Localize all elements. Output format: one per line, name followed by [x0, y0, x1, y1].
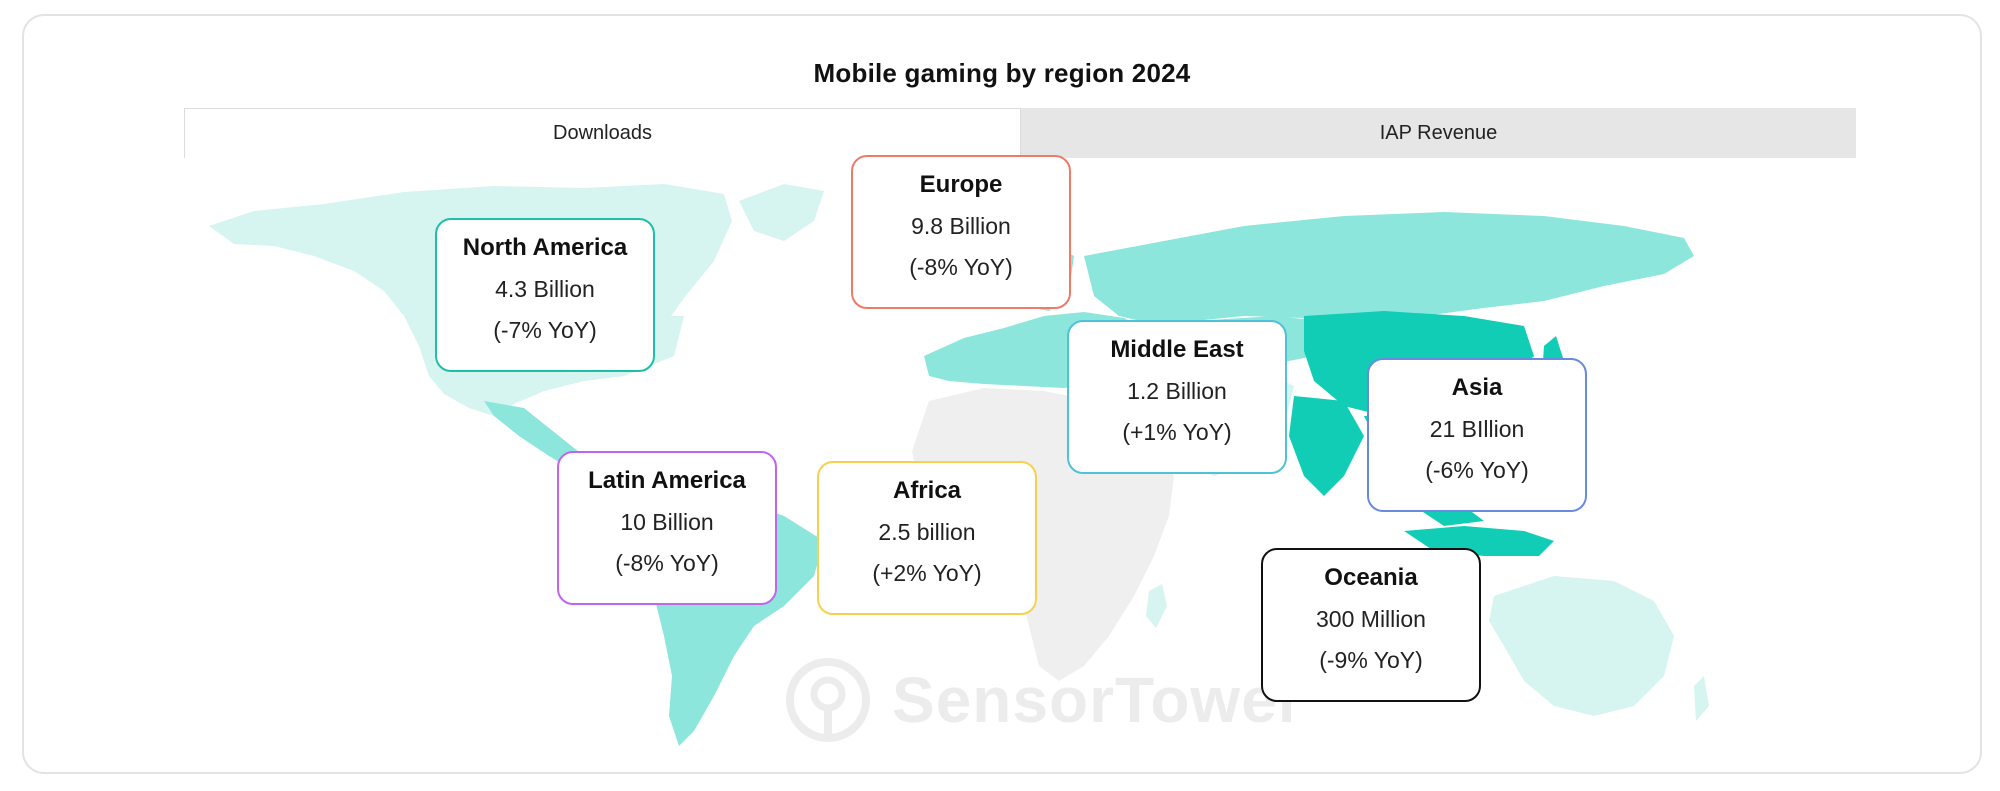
region-value: 1.2 Billion [1127, 378, 1227, 404]
map-australia [1489, 576, 1674, 716]
region-value: 4.3 Billion [495, 276, 595, 302]
region-value: 21 BIllion [1429, 416, 1525, 442]
region-value: 10 Billion [620, 509, 714, 535]
region-name: Asia [1451, 374, 1503, 401]
region-box-oceania[interactable]: Oceania 300 Million (-9% YoY) [1261, 548, 1481, 702]
region-value: 9.8 Billion [911, 213, 1011, 239]
region-box-north-america[interactable]: North America 4.3 Billion (-7% YoY) [435, 218, 655, 372]
region-name: Middle East [1110, 336, 1244, 363]
region-value: 2.5 billion [878, 519, 976, 545]
tab-iap-revenue[interactable]: IAP Revenue [1021, 108, 1856, 158]
region-change: (+1% YoY) [1122, 419, 1232, 445]
map-russia [1084, 212, 1694, 324]
region-change: (-8% YoY) [909, 254, 1013, 280]
region-box-africa[interactable]: Africa 2.5 billion (+2% YoY) [817, 461, 1037, 615]
map-india [1289, 396, 1364, 496]
region-change: (+2% YoY) [872, 560, 982, 586]
chart-card: Mobile gaming by region 2024 Downloads I… [22, 14, 1982, 774]
region-name: North America [462, 234, 628, 261]
sensor-tower-watermark: SensorTower [784, 656, 1304, 744]
map-madagascar [1146, 584, 1167, 628]
region-change: (-7% YoY) [493, 317, 597, 343]
chart-title: Mobile gaming by region 2024 [813, 58, 1191, 88]
region-name: Africa [892, 477, 962, 504]
region-box-asia[interactable]: Asia 21 BIllion (-6% YoY) [1367, 358, 1587, 512]
watermark-text: SensorTower [892, 664, 1304, 736]
region-box-latin-america[interactable]: Latin America 10 Billion (-8% YoY) [557, 451, 777, 605]
region-name: Europe [919, 171, 1003, 198]
region-name: Oceania [1324, 564, 1418, 591]
sensor-tower-logo-icon [786, 658, 870, 742]
region-value: 300 Million [1316, 606, 1426, 632]
region-name: Latin America [588, 467, 746, 494]
region-box-middle-east[interactable]: Middle East 1.2 Billion (+1% YoY) [1067, 320, 1287, 474]
tab-bar: Downloads IAP Revenue [184, 108, 1856, 158]
region-change: (-6% YoY) [1425, 457, 1529, 483]
map-new-zealand [1694, 676, 1709, 721]
tab-downloads[interactable]: Downloads [184, 108, 1021, 158]
map-greenland [739, 184, 824, 241]
region-box-europe[interactable]: Europe 9.8 Billion (-8% YoY) [851, 155, 1071, 309]
region-change: (-8% YoY) [615, 550, 719, 576]
region-change: (-9% YoY) [1319, 647, 1423, 673]
